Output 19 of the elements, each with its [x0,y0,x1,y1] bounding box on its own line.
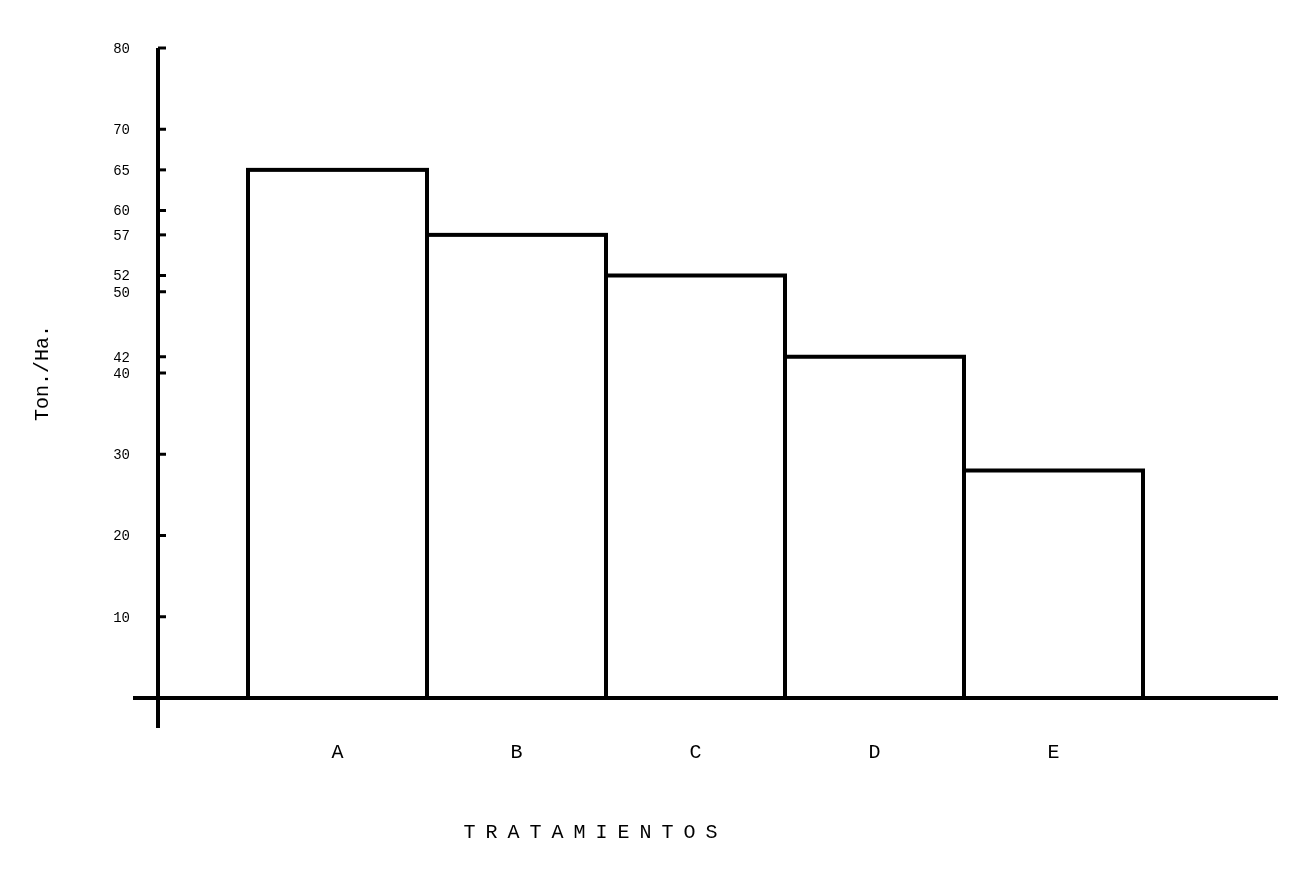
y-axis-title: Ton./Ha. [31,324,54,422]
y-tick-label: 10 [113,609,130,626]
y-tick-label: 50 [113,284,130,301]
x-tick-label: C [689,741,702,764]
y-tick-label: 80 [113,40,130,57]
y-tick-label: 65 [113,162,130,179]
y-tick-label: 70 [113,122,130,139]
y-tick-label: 20 [113,528,130,545]
x-axis-title: TRATAMIENTOS [463,821,728,844]
y-tick-label: 60 [113,203,130,220]
y-tick-label: 42 [113,349,130,366]
y-tick-label: 57 [113,227,130,244]
x-tick-label: B [510,741,523,764]
x-tick-label: E [1047,741,1060,764]
y-tick-label: 40 [113,365,130,382]
x-tick-label: D [868,741,881,764]
y-tick-label: 52 [113,268,130,285]
x-tick-label: A [331,741,344,764]
y-tick-label: 30 [113,447,130,464]
